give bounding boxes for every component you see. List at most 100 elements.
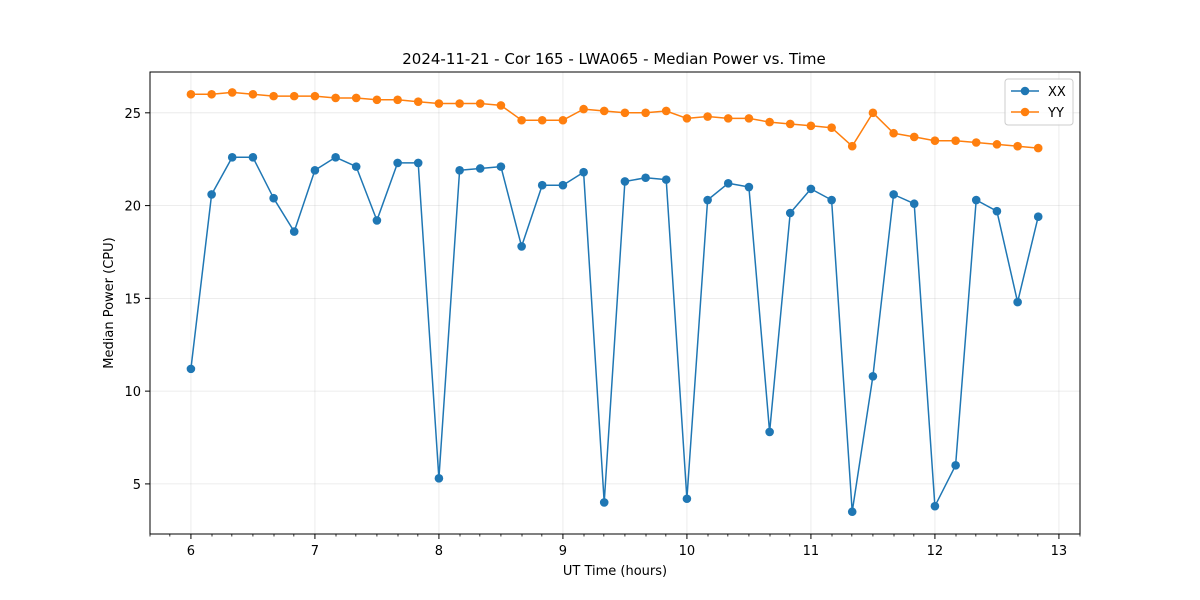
- point-xx: [909, 199, 919, 209]
- point-yy: [558, 115, 568, 125]
- point-xx: [310, 166, 320, 175]
- point-yy: [207, 89, 216, 99]
- point-yy: [372, 95, 382, 105]
- plot-frame: [149, 71, 1081, 535]
- point-yy: [310, 91, 320, 101]
- point-yy: [599, 106, 609, 116]
- point-yy: [661, 106, 671, 116]
- point-yy: [827, 123, 836, 132]
- point-xx: [496, 162, 506, 171]
- y-tick-label: 10: [124, 385, 141, 400]
- chart-title: 2024-11-21 - Cor 165 - LWA065 - Median P…: [402, 50, 826, 68]
- point-yy: [496, 101, 506, 110]
- point-yy: [393, 95, 402, 105]
- y-axis: 5 10 15 20 25: [124, 107, 150, 493]
- point-yy: [930, 136, 940, 145]
- x-tick-label: 10: [679, 544, 696, 559]
- point-xx: [537, 180, 547, 190]
- point-xx: [703, 195, 712, 205]
- point-xx: [413, 158, 423, 168]
- x-axis: 6 7 8 9 10 11 12 13: [149, 534, 1081, 559]
- point-yy: [227, 88, 237, 97]
- y-tick-label: 20: [124, 200, 141, 215]
- point-xx: [186, 364, 196, 374]
- point-xx: [599, 498, 609, 507]
- point-yy: [806, 121, 816, 131]
- point-xx: [806, 184, 816, 194]
- point-yy: [951, 136, 960, 145]
- y-tick-label: 15: [124, 292, 141, 307]
- point-xx: [1013, 297, 1022, 307]
- point-xx: [351, 162, 361, 171]
- point-xx: [785, 208, 795, 218]
- point-xx: [847, 507, 857, 517]
- x-tick-label: 8: [435, 544, 443, 559]
- point-yy: [413, 97, 423, 106]
- point-xx: [971, 195, 981, 205]
- point-yy: [765, 117, 774, 127]
- point-yy: [186, 89, 196, 99]
- point-yy: [434, 99, 444, 108]
- point-xx: [372, 216, 382, 225]
- point-yy: [1033, 143, 1043, 153]
- point-xx: [475, 164, 485, 173]
- point-yy: [641, 108, 650, 118]
- point-xx: [434, 474, 444, 483]
- point-yy: [682, 114, 692, 123]
- point-xx: [889, 190, 898, 199]
- point-yy: [579, 104, 588, 114]
- point-yy: [455, 99, 464, 108]
- point-xx: [227, 153, 237, 162]
- point-yy: [475, 99, 485, 108]
- legend-marker-yy: [1020, 107, 1030, 117]
- point-xx: [951, 461, 960, 470]
- point-yy: [785, 119, 795, 129]
- point-yy: [248, 89, 258, 99]
- point-xx: [207, 190, 216, 199]
- plot-area: [149, 71, 1081, 535]
- point-yy: [744, 114, 754, 123]
- point-xx: [455, 166, 464, 175]
- x-tick-label: 11: [803, 544, 820, 559]
- point-yy: [971, 138, 981, 147]
- point-yy: [331, 93, 340, 103]
- point-xx: [992, 206, 1002, 216]
- point-yy: [269, 91, 278, 101]
- x-tick-label: 6: [187, 544, 195, 559]
- series-layer: [186, 88, 1043, 517]
- y-tick-label: 25: [124, 107, 141, 122]
- y-axis-label: Median Power (CPU): [102, 237, 117, 368]
- point-yy: [620, 108, 630, 118]
- point-yy: [517, 115, 526, 125]
- point-yy: [537, 115, 547, 125]
- point-xx: [517, 242, 526, 251]
- point-xx: [331, 153, 340, 162]
- x-tick-label: 12: [927, 544, 944, 559]
- x-axis-label: UT Time (hours): [563, 564, 667, 579]
- point-yy: [847, 141, 857, 151]
- gridlines: [150, 72, 1080, 534]
- point-xx: [930, 501, 940, 511]
- point-xx: [579, 167, 588, 177]
- point-yy: [889, 128, 898, 138]
- legend-label-xx: XX: [1048, 85, 1066, 100]
- y-tick-label: 5: [133, 478, 141, 493]
- point-xx: [868, 371, 878, 381]
- point-xx: [248, 153, 258, 162]
- point-xx: [558, 180, 568, 190]
- point-yy: [351, 93, 361, 103]
- point-xx: [682, 494, 692, 504]
- point-yy: [868, 108, 878, 118]
- point-xx: [765, 427, 774, 437]
- point-xx: [641, 173, 650, 183]
- x-tick-label: 13: [1051, 544, 1068, 559]
- point-yy: [723, 114, 733, 123]
- point-xx: [744, 182, 754, 192]
- x-tick-label: 9: [559, 544, 567, 559]
- point-xx: [393, 158, 402, 168]
- point-xx: [827, 195, 836, 205]
- point-xx: [1033, 212, 1043, 222]
- legend-label-yy: YY: [1047, 106, 1064, 121]
